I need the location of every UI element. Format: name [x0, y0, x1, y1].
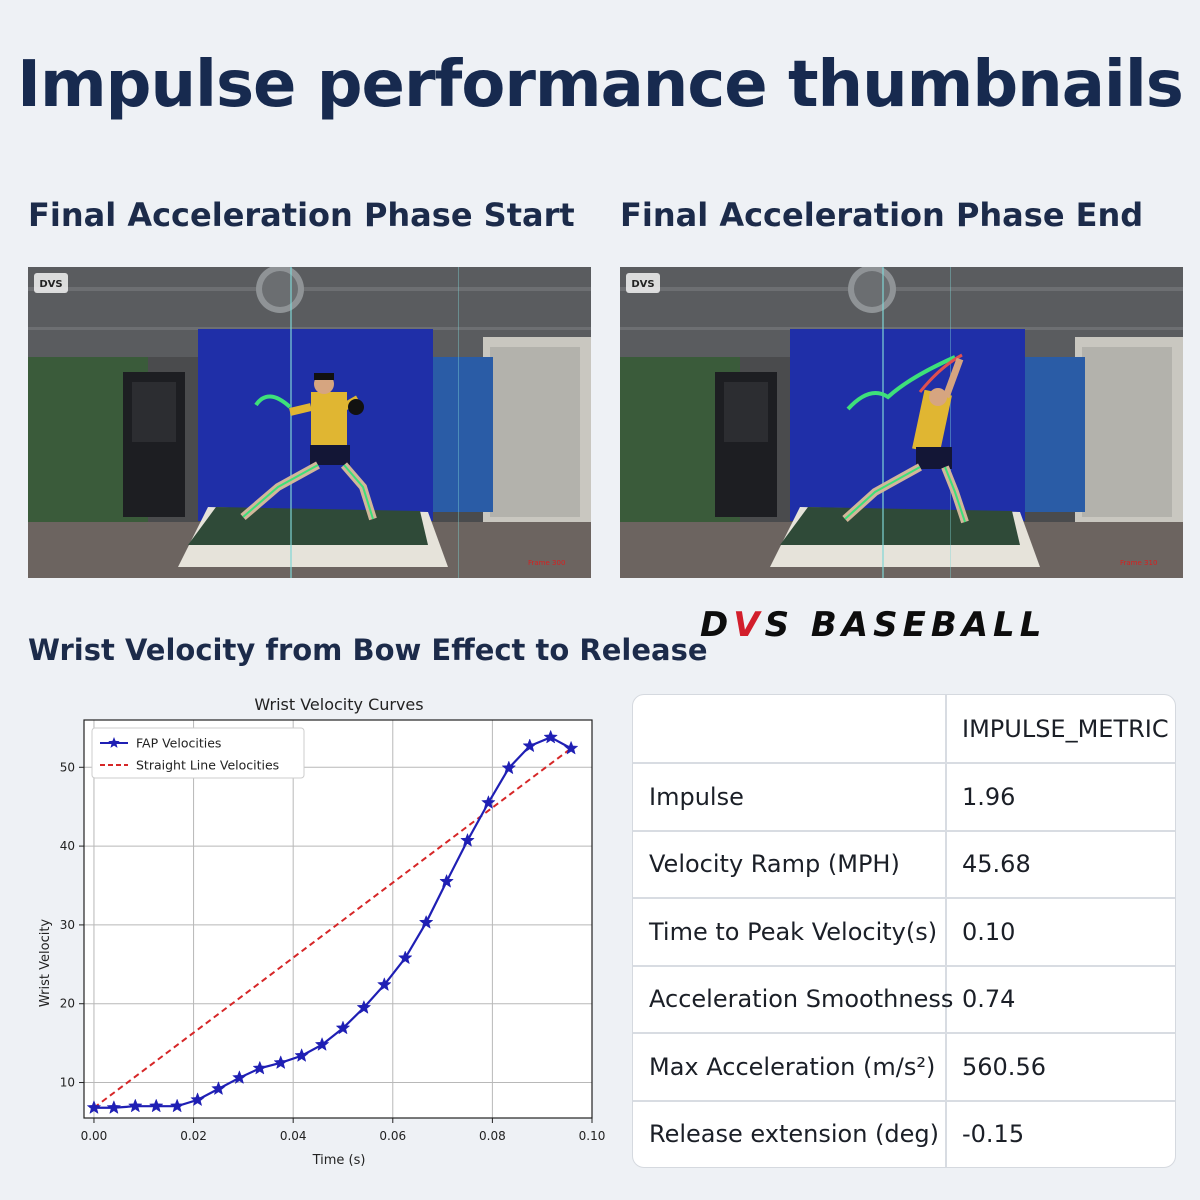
legend-straight-label: Straight Line Velocities [136, 758, 279, 773]
legend-box [91, 727, 305, 779]
metric-value: 0.74 [962, 985, 1016, 1014]
table-header-row: IMPULSE_METRIC [633, 695, 1175, 762]
start-watermark-text: DVS [39, 279, 62, 290]
fap-velocity-point [273, 1055, 289, 1070]
y-tick-label: 50 [60, 760, 75, 774]
dvs-baseball-logo: DVS BASEBALL [700, 605, 1110, 655]
fap-velocity-point [563, 740, 579, 755]
fap-velocity-point [106, 1100, 122, 1114]
fap-velocity-point [356, 999, 372, 1014]
legend-fap-marker [108, 737, 120, 748]
metric-label: Max Acceleration (m/s²) [633, 1034, 947, 1100]
fap-velocity-point [127, 1098, 143, 1113]
metric-label: Velocity Ramp (MPH) [633, 831, 947, 897]
table-header-value: IMPULSE_METRIC [962, 714, 1169, 743]
x-tick-label: 0.06 [379, 1129, 406, 1143]
start-thumbnail-image[interactable]: DVS Frame 300 [28, 267, 591, 578]
logo-part1: D [700, 605, 734, 645]
start-thumbnail-heading: Final Acceleration Phase Start [28, 196, 575, 234]
fap-velocity-point [418, 914, 434, 929]
fap-velocity-point [397, 950, 413, 965]
fap-velocity-point [460, 832, 475, 847]
fap-velocity-point [148, 1098, 164, 1113]
fap-velocity-point [543, 729, 558, 744]
chart-xlabel: Time (s) [312, 1153, 366, 1168]
start-frame-label: Frame 300 [528, 559, 565, 567]
chart-section-heading: Wrist Velocity from Bow Effect to Releas… [28, 633, 708, 667]
table-row: Acceleration Smoothness 0.74 [633, 964, 1175, 1032]
metric-value: 45.68 [962, 850, 1031, 879]
fap-velocity-point [232, 1070, 247, 1085]
y-tick-label: 40 [60, 839, 75, 853]
impulse-metrics-table: IMPULSE_METRIC Impulse 1.96 Velocity Ram… [632, 694, 1176, 1168]
metric-value: 1.96 [962, 782, 1016, 811]
table-row: Max Acceleration (m/s²) 560.56 [633, 1032, 1175, 1100]
fap-velocity-point [252, 1060, 268, 1075]
end-thumbnail-heading: Final Acceleration Phase End [620, 196, 1144, 234]
fap-velocity-point [501, 760, 517, 775]
page-title: Impulse performance thumbnails [17, 48, 1184, 122]
x-tick-label: 0.02 [180, 1129, 207, 1143]
end-frame-label: Frame 310 [1120, 559, 1157, 567]
fap-velocity-point [294, 1048, 309, 1062]
fap-velocity-point [169, 1098, 185, 1113]
fap-velocity-point [335, 1020, 351, 1035]
x-tick-label: 0.10 [579, 1129, 606, 1143]
x-tick-label: 0.08 [479, 1129, 506, 1143]
table-row: Impulse 1.96 [633, 762, 1175, 830]
logo-accent: V [733, 605, 765, 645]
y-tick-label: 30 [60, 918, 75, 932]
chart-ylabel: Wrist Velocity [38, 919, 53, 1008]
y-tick-label: 10 [60, 1076, 75, 1090]
fap-velocity-point [481, 795, 496, 809]
metric-label: Time to Peak Velocity(s) [633, 899, 947, 965]
x-tick-label: 0.00 [81, 1129, 108, 1143]
table-row: Release extension (deg) -0.15 [633, 1099, 1175, 1167]
end-thumbnail-image[interactable]: DVS Frame 310 [620, 267, 1183, 578]
metric-value: 560.56 [962, 1052, 1046, 1081]
y-tick-label: 20 [60, 997, 75, 1011]
fap-velocity-point [211, 1081, 226, 1096]
fap-velocity-point [439, 873, 454, 888]
fap-velocity-point [522, 738, 538, 753]
x-tick-label: 0.04 [280, 1129, 307, 1143]
metric-value: 0.10 [962, 917, 1016, 946]
chart-svg: Wrist Velocity Curves 0.00 0.02 0.04 0.06 0.… [38, 695, 606, 1168]
metric-value: -0.15 [962, 1120, 1025, 1149]
metric-label: Acceleration Smoothness [633, 966, 953, 1032]
logo-part2: S BASEBALL [764, 605, 1047, 645]
plot-frame [83, 719, 593, 1119]
table-row: Time to Peak Velocity(s) 0.10 [633, 897, 1175, 965]
fap-velocity-point [190, 1092, 205, 1107]
fap-velocity-point [314, 1037, 330, 1051]
metric-label: Release extension (deg) [633, 1101, 947, 1167]
table-header-label [633, 695, 947, 762]
wrist-velocity-chart: Wrist Velocity Curves 0.00 0.02 0.04 0.06 0.… [18, 688, 613, 1178]
metric-label: Impulse [633, 764, 947, 830]
end-watermark-text: DVS [631, 279, 654, 290]
legend-fap-label: FAP Velocities [136, 736, 221, 751]
chart-title: Wrist Velocity Curves [254, 695, 423, 714]
table-row: Velocity Ramp (MPH) 45.68 [633, 829, 1175, 897]
fap-velocity-point [86, 1100, 102, 1114]
fap-velocity-point [376, 977, 392, 992]
